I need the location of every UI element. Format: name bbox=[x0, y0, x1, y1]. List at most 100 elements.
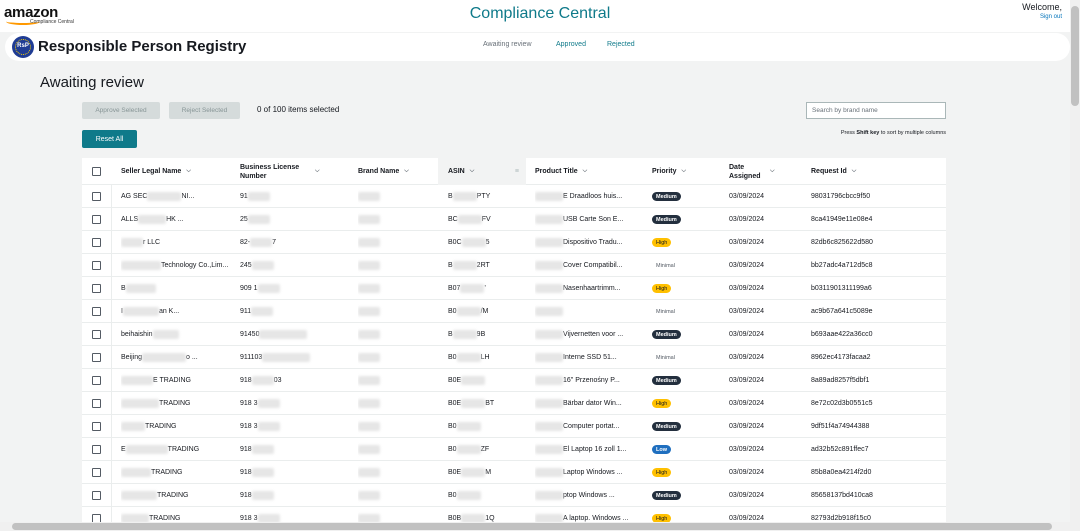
table-row[interactable]: E TRADING 918 B0 ZF El Laptop 16 zoll 1...… bbox=[82, 438, 946, 461]
col-brand-name[interactable]: Brand Name ⌵ bbox=[358, 158, 438, 185]
product-title-cell: Vijvernetten voor ... bbox=[535, 323, 637, 346]
request-id-cell: 82793d2b918f15c0 bbox=[811, 507, 906, 530]
table-row[interactable]: ALLS HK ... 25 BC FV USB Carte Son E... Me… bbox=[82, 208, 946, 231]
product-title-cell: Cover Compatibil... bbox=[535, 254, 637, 277]
product-title: Computer portat... bbox=[563, 423, 620, 430]
brand-cell bbox=[358, 346, 433, 369]
license-number: 909 1 bbox=[240, 285, 258, 292]
eu-badge-icon: RsP bbox=[12, 36, 34, 58]
priority-badge: High bbox=[652, 238, 672, 247]
col-seller-legal-name[interactable]: Seller Legal Name ⌵ bbox=[121, 158, 241, 185]
request-id-cell: 98031796cbcc9f50 bbox=[811, 185, 906, 208]
column-menu-icon[interactable]: ≡ bbox=[514, 168, 519, 175]
row-checkbox[interactable] bbox=[92, 399, 101, 408]
redacted-block bbox=[460, 284, 485, 293]
vertical-scrollbar[interactable] bbox=[1070, 0, 1080, 531]
row-checkbox[interactable] bbox=[92, 261, 101, 270]
table-row[interactable]: TRADING 918 B0 ptop Windows ... Medium bbox=[82, 484, 946, 507]
redacted-block bbox=[456, 307, 481, 316]
asin-suffix: 5 bbox=[485, 239, 490, 246]
product-title: El Laptop 16 zoll 1... bbox=[563, 446, 627, 453]
reset-all-button[interactable]: Reset All bbox=[82, 130, 137, 148]
row-checkbox[interactable] bbox=[92, 284, 101, 293]
seller-cell: r LLC bbox=[121, 231, 236, 254]
vertical-scroll-thumb[interactable] bbox=[1071, 6, 1079, 106]
date-assigned: 03/09/2024 bbox=[729, 400, 765, 407]
product-title-cell: Dispositivo Tradu... bbox=[535, 231, 637, 254]
row-checkbox[interactable] bbox=[92, 330, 101, 339]
redacted-block bbox=[461, 376, 486, 385]
col-business-license[interactable]: Business License Number ⌵ bbox=[240, 158, 330, 185]
row-checkbox[interactable] bbox=[92, 238, 101, 247]
row-checkbox[interactable] bbox=[92, 192, 101, 201]
row-checkbox[interactable] bbox=[92, 376, 101, 385]
col-asin[interactable]: ASIN ⌵ ≡ bbox=[438, 158, 526, 185]
table-row[interactable]: B 909 1 B07 ' Nasenhaartrimm... High bbox=[82, 277, 946, 300]
license-number: 245 bbox=[240, 262, 252, 269]
col-date-assigned[interactable]: Date Assigned ⌵ bbox=[729, 158, 799, 185]
row-checkbox[interactable] bbox=[92, 445, 101, 454]
redacted-block bbox=[535, 514, 563, 523]
col-product-title[interactable]: Product Title ⌵ bbox=[535, 158, 645, 185]
table-row[interactable]: TRADING 918 3 B0 Computer portat... Medi… bbox=[82, 415, 946, 438]
date-cell: 03/09/2024 bbox=[729, 254, 789, 277]
redacted-block bbox=[122, 307, 159, 316]
column-divider bbox=[111, 185, 112, 531]
request-id-cell: 8962ec4173facaa2 bbox=[811, 346, 906, 369]
table-row[interactable]: Beijing o ... 911103 B0 LH Interne SSD 51.… bbox=[82, 346, 946, 369]
sign-out-link[interactable]: Sign out bbox=[1039, 14, 1062, 20]
asin-prefix: B0 bbox=[448, 423, 457, 430]
seller-name-tail: HK ... bbox=[166, 216, 184, 223]
col-request-id[interactable]: Request Id ⌵ bbox=[811, 158, 891, 185]
reject-selected-button[interactable]: Reject Selected bbox=[169, 102, 240, 119]
priority-cell: Medium bbox=[652, 484, 712, 507]
redacted-block bbox=[251, 376, 274, 385]
table-row[interactable]: TRADING 918 B0E M Laptop Windows ... High bbox=[82, 461, 946, 484]
approve-selected-button[interactable]: Approve Selected bbox=[82, 102, 160, 119]
nav-approved[interactable]: Approved bbox=[556, 41, 586, 48]
priority-cell: Medium bbox=[652, 185, 712, 208]
license-cell: 82- 7 bbox=[240, 231, 352, 254]
select-all-checkbox[interactable] bbox=[92, 167, 101, 176]
asin-prefix: B0 bbox=[448, 308, 457, 315]
table-row[interactable]: E TRADING 918 03 B0E 16" Przenośny P... M… bbox=[82, 369, 946, 392]
seller-cell: TRADING bbox=[121, 415, 236, 438]
redacted-block bbox=[247, 215, 270, 224]
brand-cell bbox=[358, 254, 433, 277]
redacted-block bbox=[535, 399, 563, 408]
nav-rejected[interactable]: Rejected bbox=[607, 41, 635, 48]
product-title: Interne SSD 51... bbox=[563, 354, 617, 361]
seller-name-tail: TRADING bbox=[149, 515, 181, 522]
row-checkbox[interactable] bbox=[92, 468, 101, 477]
horizontal-scrollbar[interactable] bbox=[0, 522, 1070, 531]
priority-badge: Medium bbox=[652, 192, 681, 201]
row-checkbox[interactable] bbox=[92, 353, 101, 362]
redacted-block bbox=[358, 514, 380, 523]
row-checkbox[interactable] bbox=[92, 422, 101, 431]
table-row[interactable]: TRADING 918 3 B0E BT Bärbar dator Win... … bbox=[82, 392, 946, 415]
request-id: ac9b67a641c5089e bbox=[811, 308, 873, 315]
table-row[interactable]: Technology Co.,Lim... 245 B 2RT Cover Com… bbox=[82, 254, 946, 277]
product-title: Laptop Windows ... bbox=[563, 469, 623, 476]
seller-name-tail: an K... bbox=[158, 308, 180, 315]
redacted-block bbox=[535, 422, 563, 431]
table-row[interactable]: AG SEC NI... 91 B PTY E Draadloos huis... … bbox=[82, 185, 946, 208]
redacted-block bbox=[121, 514, 149, 523]
redacted-block bbox=[461, 238, 486, 247]
redacted-block bbox=[452, 330, 477, 339]
nav-awaiting-review[interactable]: Awaiting review bbox=[483, 41, 532, 48]
table-row[interactable]: beihaishin 91450 B 9B Vijvernetten voor .… bbox=[82, 323, 946, 346]
brand-cell bbox=[358, 415, 433, 438]
sort-icon: ⌵ bbox=[681, 168, 687, 174]
row-checkbox[interactable] bbox=[92, 215, 101, 224]
date-cell: 03/09/2024 bbox=[729, 323, 789, 346]
horizontal-scroll-thumb[interactable] bbox=[12, 523, 1052, 530]
col-priority[interactable]: Priority ⌵ bbox=[652, 158, 722, 185]
table-row[interactable]: r LLC 82- 7 B0C 5 Dispositivo Tradu... Hig… bbox=[82, 231, 946, 254]
seller-name-tail: Technology Co.,Lim... bbox=[161, 262, 229, 269]
brand-search-input[interactable]: Search by brand name bbox=[806, 102, 946, 119]
row-checkbox[interactable] bbox=[92, 491, 101, 500]
amazon-logo[interactable]: amazon Compliance Central bbox=[4, 4, 90, 28]
row-checkbox[interactable] bbox=[92, 307, 101, 316]
